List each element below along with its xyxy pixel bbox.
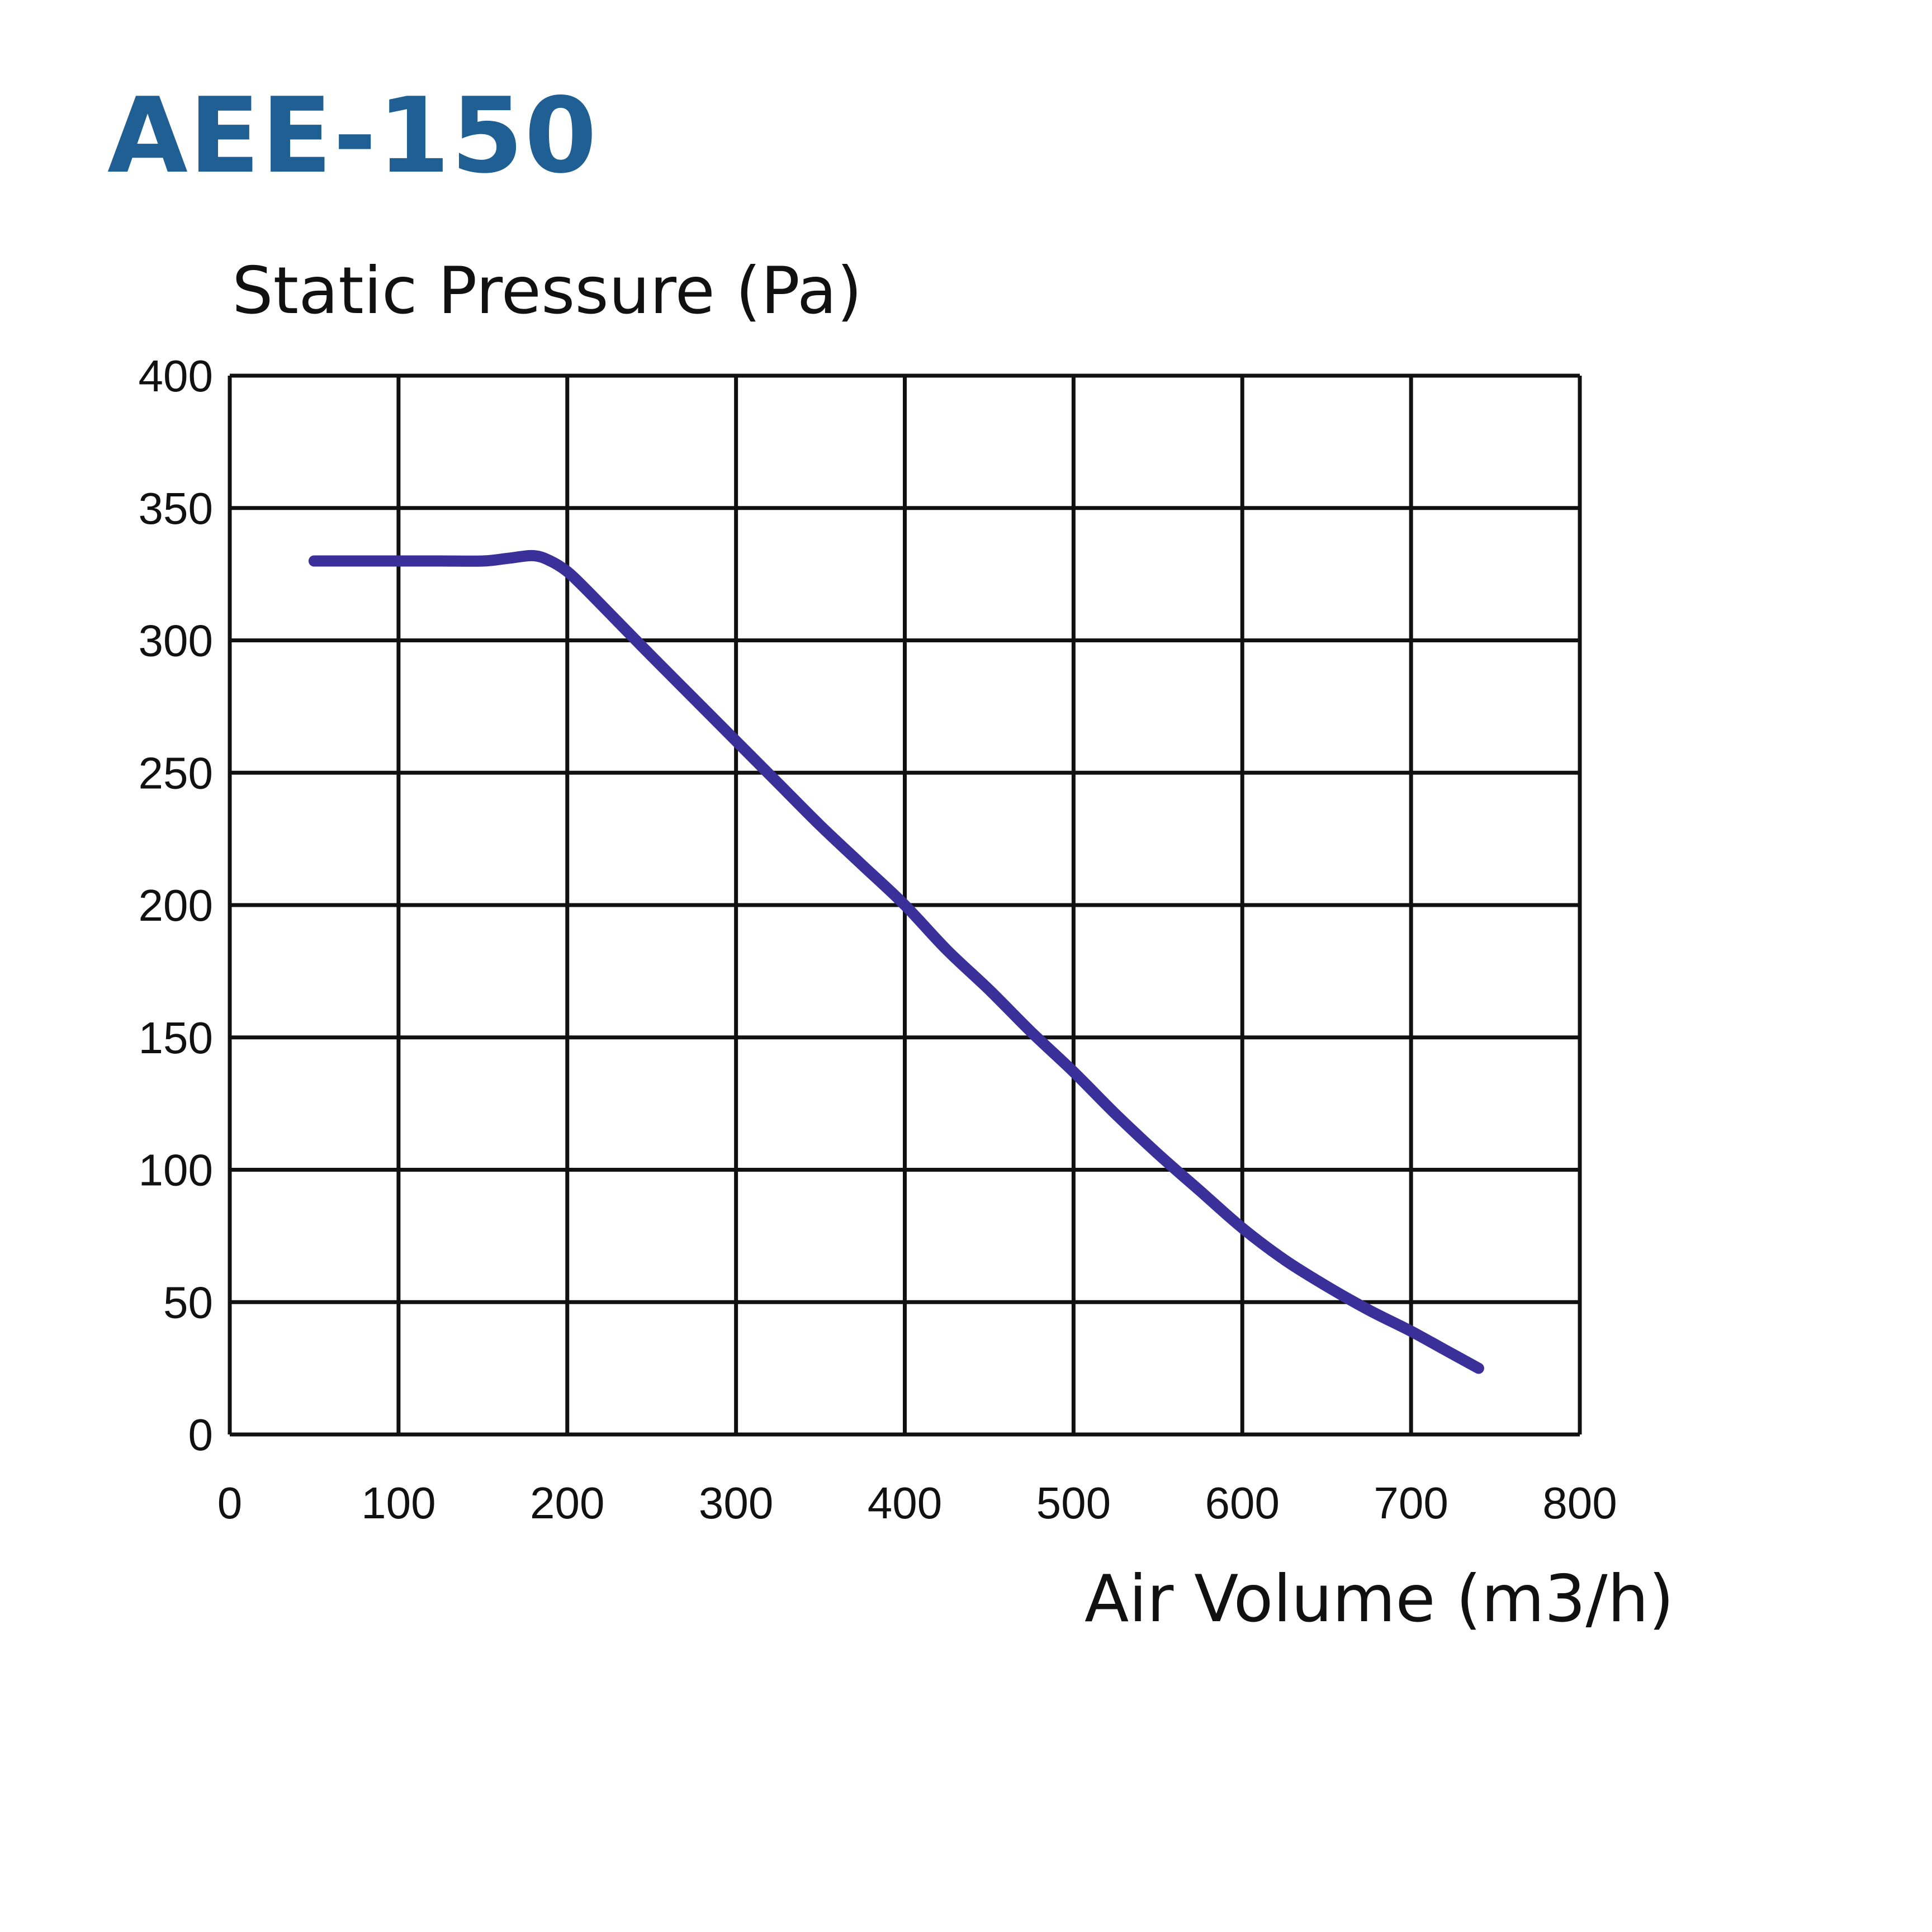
data-point — [1443, 1348, 1447, 1351]
data-point — [1409, 1329, 1413, 1333]
data-point — [1367, 1308, 1371, 1311]
data-point — [566, 570, 569, 573]
data-point — [1325, 1285, 1328, 1288]
data-point — [1114, 1112, 1117, 1116]
data-point — [861, 864, 864, 867]
y-tick-label: 50 — [163, 1277, 213, 1327]
data-point — [481, 559, 485, 562]
x-tick-label: 100 — [361, 1478, 435, 1528]
y-tick-label: 350 — [139, 484, 213, 533]
data-point — [945, 948, 949, 951]
data-point — [1030, 1030, 1033, 1034]
x-tick-label: 700 — [1374, 1478, 1448, 1528]
x-tick-label: 400 — [868, 1478, 942, 1528]
data-point — [616, 620, 619, 623]
data-point — [532, 554, 535, 557]
x-tick-label: 200 — [530, 1478, 604, 1528]
data-point — [987, 988, 991, 992]
data-point — [1156, 1152, 1159, 1156]
x-tick-label: 300 — [699, 1478, 773, 1528]
y-tick-label: 100 — [139, 1145, 213, 1195]
data-point — [819, 824, 822, 827]
x-tick-label: 0 — [217, 1478, 243, 1528]
data-point — [1283, 1258, 1286, 1261]
data-point — [549, 559, 552, 562]
tick-labels: 0 100 200 300 400 500 600 700 800 0 50 100 150 200 250… — [139, 351, 1617, 1528]
data-point — [397, 559, 400, 562]
y-tick-label: 250 — [139, 748, 213, 798]
x-axis-label: Air Volume (m3/h) — [1085, 1561, 1674, 1637]
data-point — [1240, 1227, 1244, 1230]
data-point — [692, 697, 695, 700]
y-tick-label: 0 — [188, 1410, 214, 1460]
data-point — [735, 739, 738, 742]
data-point — [776, 782, 780, 785]
y-tick-label: 200 — [139, 880, 213, 930]
data-point — [1477, 1367, 1480, 1370]
data-point — [439, 559, 442, 562]
data-point — [1072, 1070, 1075, 1073]
series-layer — [308, 550, 1484, 1374]
data-point — [583, 586, 586, 589]
data-point — [506, 557, 510, 560]
y-tick-label: 150 — [139, 1013, 213, 1063]
data-point — [354, 559, 358, 562]
y-axis-label: Static Pressure (Pa) — [232, 253, 862, 329]
x-tick-label: 500 — [1036, 1478, 1111, 1528]
data-point — [903, 903, 907, 907]
y-tick-label: 300 — [139, 616, 213, 666]
x-tick-label: 600 — [1205, 1478, 1280, 1528]
data-point — [650, 655, 654, 658]
data-point — [312, 559, 316, 562]
series-line-0 — [308, 550, 1484, 1374]
data-point — [1199, 1189, 1202, 1192]
x-tick-label: 800 — [1542, 1478, 1617, 1528]
y-tick-label: 400 — [139, 351, 213, 401]
chart-title: AEE-150 — [107, 75, 598, 196]
